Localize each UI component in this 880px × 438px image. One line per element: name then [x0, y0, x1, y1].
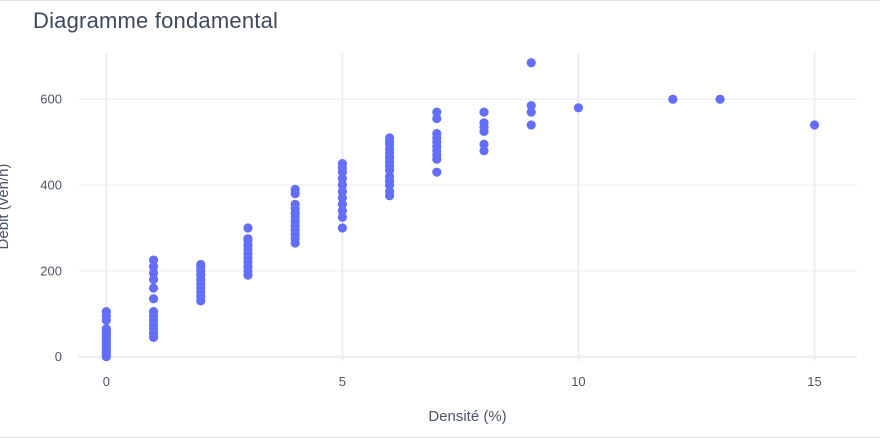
data-point	[337, 199, 347, 209]
data-point	[573, 103, 584, 113]
x-tick-label: 0	[103, 374, 110, 389]
data-point	[809, 120, 820, 130]
data-point	[715, 94, 725, 104]
x-tick-label: 10	[571, 374, 585, 389]
data-point	[526, 58, 536, 68]
data-point	[479, 118, 489, 128]
data-point	[148, 261, 159, 272]
data-point	[337, 174, 347, 184]
data-point	[148, 294, 159, 304]
data-point	[432, 107, 442, 117]
data-point	[148, 268, 159, 278]
data-point	[385, 133, 395, 143]
grid-layer	[78, 52, 857, 361]
data-points	[101, 58, 820, 362]
data-point	[290, 199, 300, 209]
data-point	[432, 128, 442, 139]
data-point	[526, 120, 536, 130]
y-axis-title: Débit (veh/h)	[0, 164, 12, 250]
data-point	[337, 212, 347, 222]
y-tick-label: 600	[40, 92, 62, 107]
data-point	[479, 139, 489, 149]
y-tick-label: 200	[40, 263, 62, 278]
data-point	[243, 234, 253, 244]
data-point	[385, 186, 395, 197]
data-point	[432, 167, 442, 177]
data-point	[337, 186, 347, 197]
x-axis-title: Densité (%)	[428, 408, 506, 425]
tick-labels: 0 5 10 15 0 200 400 600	[40, 92, 821, 389]
data-point	[101, 307, 111, 317]
data-point	[337, 223, 347, 233]
data-point	[479, 107, 489, 117]
data-point	[290, 184, 300, 194]
data-point	[243, 223, 253, 233]
data-point	[385, 171, 395, 182]
data-point	[337, 206, 347, 216]
x-tick-label: 15	[807, 374, 821, 389]
data-point	[196, 259, 206, 270]
data-point	[337, 180, 347, 190]
data-point	[101, 324, 111, 334]
data-point	[668, 94, 678, 104]
data-point	[337, 193, 347, 203]
data-point	[432, 113, 442, 124]
data-point	[526, 101, 536, 111]
data-point	[148, 307, 159, 317]
y-tick-label: 0	[55, 349, 62, 364]
data-point	[526, 107, 536, 117]
chart-title: Diagramme fondamental	[33, 8, 279, 33]
data-point	[148, 283, 159, 293]
data-point	[337, 158, 347, 169]
y-tick-label: 400	[40, 178, 62, 193]
x-tick-label: 5	[339, 374, 346, 389]
data-point	[479, 146, 489, 156]
data-point	[148, 255, 159, 265]
data-point	[148, 274, 159, 285]
